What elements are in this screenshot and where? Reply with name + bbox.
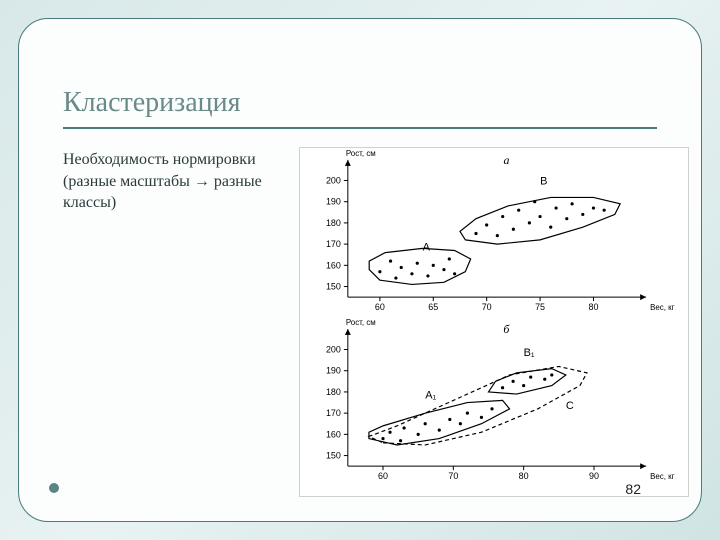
slide-frame: Кластеризация Необходимость нормировки (… (18, 18, 702, 522)
svg-text:170: 170 (326, 239, 341, 249)
svg-text:150: 150 (326, 451, 341, 461)
title-rule (63, 127, 657, 129)
page-number: 82 (625, 481, 641, 497)
svg-text:75: 75 (535, 302, 545, 312)
decorative-dot-icon (49, 483, 59, 493)
svg-text:90: 90 (589, 471, 599, 481)
svg-text:A: A (423, 241, 431, 253)
svg-text:60: 60 (375, 302, 385, 312)
svg-text:Рост, см: Рост, см (346, 318, 376, 327)
svg-text:б: б (503, 322, 510, 336)
svg-text:180: 180 (326, 387, 341, 397)
svg-text:Вес, кг: Вес, кг (650, 472, 675, 481)
svg-text:65: 65 (428, 302, 438, 312)
cluster-figure: 60 65 70 75 80 150 160 170 180 190 200 Рост, см Вес,… (299, 147, 689, 497)
svg-text:160: 160 (326, 429, 341, 439)
body-text: Необходимость нормировки (разные масштаб… (63, 149, 283, 214)
svg-text:180: 180 (326, 218, 341, 228)
svg-text:Рост, см: Рост, см (346, 149, 376, 158)
svg-text:B₁: B₁ (524, 347, 535, 359)
slide-title: Кластеризация (63, 87, 657, 125)
svg-text:а: а (503, 153, 509, 167)
svg-text:170: 170 (326, 408, 341, 418)
svg-text:80: 80 (519, 471, 529, 481)
svg-text:200: 200 (326, 175, 341, 185)
svg-text:60: 60 (378, 471, 388, 481)
svg-text:C: C (566, 400, 574, 412)
svg-text:190: 190 (326, 366, 341, 376)
svg-text:B: B (540, 176, 547, 188)
svg-text:190: 190 (326, 197, 341, 207)
svg-text:150: 150 (326, 282, 341, 292)
svg-text:A₁: A₁ (425, 389, 436, 401)
svg-text:70: 70 (448, 471, 458, 481)
svg-text:80: 80 (588, 302, 598, 312)
title-block: Кластеризация (63, 87, 657, 129)
svg-text:Вес, кг: Вес, кг (650, 303, 675, 312)
svg-text:160: 160 (326, 260, 341, 270)
svg-text:200: 200 (326, 344, 341, 354)
svg-text:70: 70 (482, 302, 492, 312)
